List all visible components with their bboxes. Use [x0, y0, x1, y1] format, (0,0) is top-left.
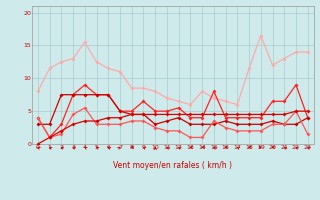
X-axis label: Vent moyen/en rafales ( km/h ): Vent moyen/en rafales ( km/h )	[113, 161, 232, 170]
